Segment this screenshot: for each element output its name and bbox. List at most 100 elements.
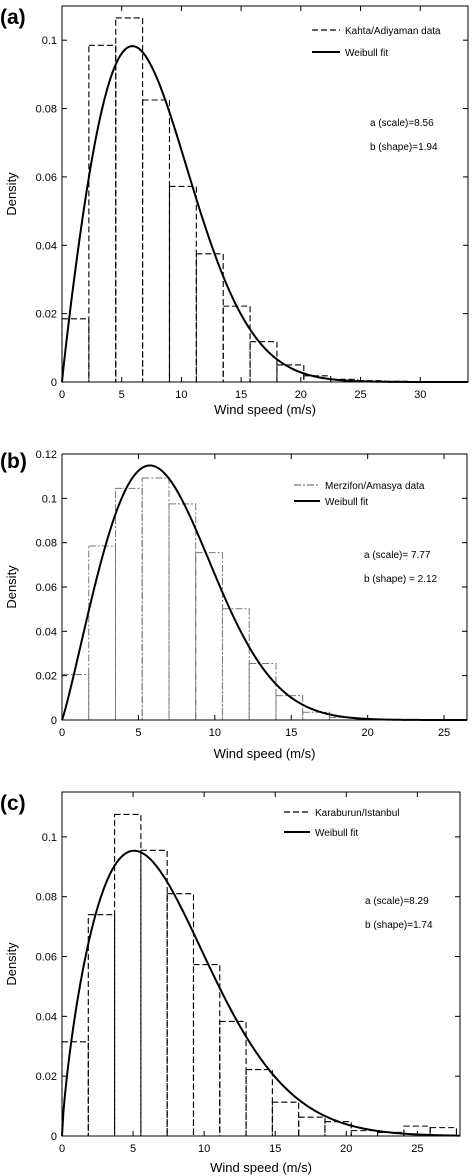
histogram-bar <box>142 99 171 383</box>
x-tick-label: 15 <box>269 1143 281 1155</box>
x-tick-label: 15 <box>235 389 247 401</box>
x-tick-label: 0 <box>59 389 65 401</box>
weibull-fit-line <box>61 45 468 383</box>
histogram-bar <box>249 341 278 383</box>
chart-svg-a: 0 5 10 15 20 25 30 0 0.02 0.04 0.06 0.08 0.1 Wind spe… <box>0 5 469 417</box>
y-tick-label: 0.08 <box>36 104 57 116</box>
histogram-bar <box>298 1116 326 1137</box>
histogram-bar <box>141 477 170 721</box>
histogram-bar <box>115 17 144 383</box>
legend-data-label: Kahta/Adiyaman data <box>345 26 441 37</box>
x-tick-label: 5 <box>119 389 125 401</box>
histogram-bar <box>114 813 142 1137</box>
shape-annotation: b (shape) = 2.12 <box>364 574 438 585</box>
x-axis-label: Wind speed (m/s) <box>214 402 316 417</box>
x-tick-label: 10 <box>209 727 221 739</box>
y-tick-label: 0.02 <box>36 671 57 683</box>
histogram-bar <box>302 711 330 721</box>
legend: Merzifon/Amasya data Weibull fit <box>294 481 425 508</box>
y-tick-label: 0 <box>51 377 57 389</box>
legend-data-label: Merzifon/Amasya data <box>325 481 425 492</box>
x-tick-label: 20 <box>340 1143 352 1155</box>
y-tick-label: 0.04 <box>36 240 57 252</box>
y-tick-label: 0.08 <box>36 538 57 550</box>
legend-data-label: Karaburun/Istanbul <box>315 808 400 819</box>
x-tick-label: 20 <box>362 727 374 739</box>
histogram-bar <box>271 1101 300 1137</box>
x-axis-label: Wind speed (m/s) <box>210 1160 312 1175</box>
histogram-bars <box>61 813 457 1137</box>
y-axis-label: Density <box>4 172 19 216</box>
y-tick-label: 0.1 <box>42 35 57 47</box>
x-tick-label: 0 <box>59 727 65 739</box>
x-tick-label: 5 <box>135 727 141 739</box>
y-tick-label: 0.06 <box>36 582 57 594</box>
histogram-bar <box>114 487 143 721</box>
histogram-bar <box>168 185 197 383</box>
histogram-bar <box>221 608 250 721</box>
y-tick-label: 0.02 <box>36 309 57 321</box>
legend-fit-label: Weibull fit <box>325 497 368 508</box>
histogram-bar <box>140 849 168 1137</box>
y-tick-label: 0 <box>51 1131 57 1143</box>
histogram-bar <box>168 503 197 721</box>
legend-fit-label: Weibull fit <box>315 828 358 839</box>
histogram-bar <box>87 914 116 1137</box>
panel-label: (b) <box>0 450 27 473</box>
histogram-bar <box>192 964 221 1137</box>
chart-panel-b: 0 5 10 15 20 25 0 0.02 0.04 0.06 0.08 0.1 0.12 Wind s… <box>0 430 474 795</box>
histogram-bars <box>61 17 439 383</box>
x-tick-label: 30 <box>414 389 426 401</box>
x-tick-label: 0 <box>59 1143 65 1155</box>
x-tick-label: 25 <box>411 1143 423 1155</box>
chart-svg-c: 0 5 10 15 20 25 0 0.02 0.04 0.06 0.08 0.1 Wind speed… <box>0 791 461 1175</box>
panel-label: (c) <box>0 792 26 815</box>
x-tick-label: 5 <box>130 1143 136 1155</box>
x-axis-label: Wind speed (m/s) <box>214 746 316 761</box>
legend-fit-label: Weibull fit <box>345 48 388 59</box>
y-tick-label: 0.1 <box>42 493 57 505</box>
chart-svg-b: 0 5 10 15 20 25 0 0.02 0.04 0.06 0.08 0.1 0.12 Wind s… <box>0 449 468 761</box>
scale-annotation: a (scale)=8.29 <box>365 896 429 907</box>
x-tick-label: 25 <box>438 727 450 739</box>
y-tick-label: 0.06 <box>36 172 57 184</box>
histogram-bar <box>350 1130 379 1137</box>
y-tick-label: 0.12 <box>36 449 57 461</box>
histogram-bar <box>245 1069 273 1137</box>
chart-panel-a: 0 5 10 15 20 25 30 0 0.02 0.04 0.06 0.08 0.1 Wind spe… <box>0 0 474 420</box>
x-tick-label: 20 <box>295 389 307 401</box>
scale-annotation: a (scale)=8.56 <box>370 118 434 129</box>
histogram-bar <box>219 1020 247 1137</box>
histogram-bar <box>222 305 251 383</box>
legend: Karaburun/Istanbul Weibull fit <box>284 808 400 839</box>
plot-area-frame <box>61 5 469 383</box>
y-tick-label: 0.1 <box>42 832 57 844</box>
y-tick-label: 0.02 <box>36 1071 57 1083</box>
x-tick-label: 15 <box>285 727 297 739</box>
y-axis-label: Density <box>4 565 19 609</box>
histogram-bar <box>88 44 117 383</box>
y-axis-label: Density <box>4 942 19 986</box>
shape-annotation: b (shape)=1.74 <box>365 920 433 931</box>
weibull-fit-line <box>61 464 467 721</box>
legend: Kahta/Adiyaman data Weibull fit <box>312 26 441 59</box>
x-tick-label: 25 <box>354 389 366 401</box>
weibull-fit-line <box>61 849 461 1137</box>
y-tick-label: 0.08 <box>36 892 57 904</box>
y-tick-label: 0.06 <box>36 952 57 964</box>
histogram-bars <box>61 477 437 721</box>
x-tick-label: 10 <box>175 389 187 401</box>
plot-area-frame <box>61 791 461 1137</box>
histogram-bar <box>195 253 224 383</box>
y-tick-label: 0 <box>51 715 57 727</box>
histogram-bar <box>61 674 90 721</box>
histogram-bar <box>195 552 223 721</box>
histogram-bar <box>275 695 304 721</box>
scale-annotation: a (scale)= 7.77 <box>364 550 431 561</box>
histogram-bar <box>166 893 195 1137</box>
shape-annotation: b (shape)=1.94 <box>370 142 438 153</box>
y-tick-label: 0.04 <box>36 1011 57 1023</box>
x-tick-label: 10 <box>198 1143 210 1155</box>
y-tick-label: 0.04 <box>36 626 57 638</box>
histogram-bar <box>88 545 116 721</box>
